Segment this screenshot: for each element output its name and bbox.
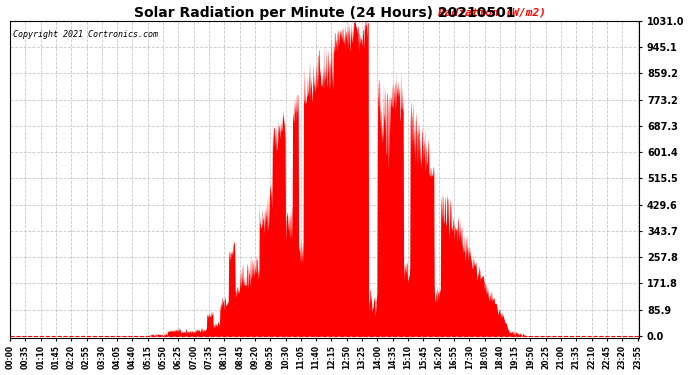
Text: Copyright 2021 Cortronics.com: Copyright 2021 Cortronics.com (13, 30, 158, 39)
Title: Solar Radiation per Minute (24 Hours) 20210501: Solar Radiation per Minute (24 Hours) 20… (134, 6, 515, 20)
Text: Radiation (W/m2): Radiation (W/m2) (438, 8, 546, 18)
